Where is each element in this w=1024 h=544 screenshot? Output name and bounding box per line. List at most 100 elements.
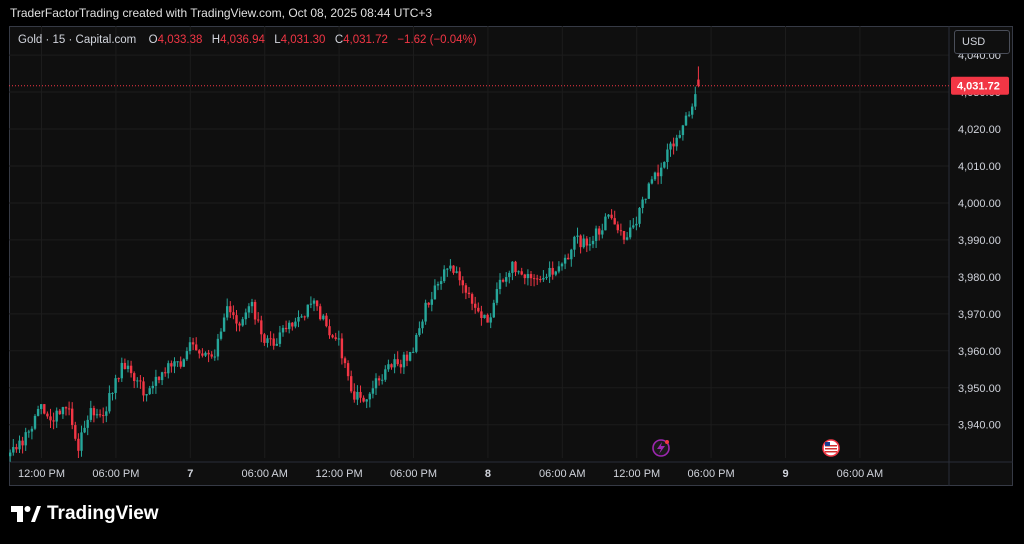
candle-body — [260, 320, 263, 335]
candle-body — [30, 428, 34, 432]
candle-body — [563, 257, 567, 264]
candle-body — [182, 359, 185, 367]
candle-body — [67, 408, 71, 410]
tradingview-logo[interactable]: TradingView — [11, 503, 159, 525]
candle-body — [616, 224, 619, 231]
candle-body — [284, 327, 288, 330]
time-tick-label: 12:00 PM — [316, 468, 363, 480]
candle-body — [102, 415, 105, 417]
ohlc-legend: Gold · 15 · Capital.com O4,033.38 H4,036… — [18, 34, 477, 46]
time-tick-label: 06:00 PM — [92, 468, 139, 480]
candle-body — [489, 317, 492, 323]
candle-body — [418, 328, 421, 335]
candle-body — [241, 319, 244, 326]
time-tick-label: 06:00 PM — [390, 468, 437, 480]
candle-body — [436, 284, 440, 286]
us-flag-event-icon[interactable] — [822, 439, 840, 457]
candle-body — [226, 306, 229, 318]
candle-body — [601, 230, 604, 235]
candle-body — [154, 376, 158, 386]
last-price-label: 4,031.72 — [957, 81, 1000, 93]
candle-body — [433, 285, 437, 300]
candle-body — [359, 391, 362, 398]
candle-body — [492, 302, 495, 318]
candle-body — [430, 299, 433, 305]
candle-body — [439, 281, 443, 285]
candle-body — [557, 266, 561, 272]
symbol-label[interactable]: Gold · 15 · Capital.com — [18, 34, 137, 46]
price-tick-label: 4,010.00 — [958, 161, 1001, 173]
candle-body — [622, 230, 626, 240]
candle-body — [117, 378, 120, 380]
candle-body — [644, 198, 647, 200]
low-label: L — [274, 34, 281, 46]
candle-body — [452, 265, 455, 273]
candle-body — [272, 338, 275, 346]
candle-body — [46, 413, 49, 417]
candle-body — [610, 214, 613, 219]
candle-body — [396, 359, 399, 365]
candle-body — [129, 365, 133, 374]
candle-body — [585, 238, 588, 246]
candle-body — [210, 354, 213, 357]
candle-body — [328, 326, 331, 336]
chart-frame[interactable] — [9, 26, 1013, 486]
candle-body — [123, 362, 127, 370]
candle-body — [74, 425, 77, 439]
candle-body — [691, 106, 694, 115]
candle-body — [390, 364, 393, 368]
candle-body — [95, 414, 99, 416]
lightning-event-icon[interactable] — [652, 439, 670, 457]
candle-body — [312, 300, 316, 304]
candle-body — [678, 135, 681, 138]
price-tick-label: 3,960.00 — [958, 346, 1001, 358]
candle-body — [532, 278, 536, 280]
candle-body — [570, 249, 573, 260]
candle-body — [36, 409, 40, 416]
price-tick-label: 4,020.00 — [958, 124, 1001, 136]
candle-body — [250, 301, 254, 307]
candle-body — [399, 364, 402, 368]
candle-body — [548, 267, 551, 277]
price-tick-label: 3,980.00 — [958, 272, 1001, 284]
candle-body — [55, 410, 58, 422]
candle-body — [694, 94, 697, 107]
candle-body — [170, 363, 173, 367]
candle-body — [517, 271, 520, 273]
candle-body — [681, 125, 685, 136]
candle-body — [486, 314, 489, 323]
candle-body — [346, 363, 350, 377]
candle-body — [269, 338, 272, 340]
candle-body — [222, 317, 226, 332]
candle-body — [619, 230, 623, 232]
candle-body — [114, 378, 117, 393]
candle-body — [551, 267, 554, 275]
candle-body — [191, 342, 195, 345]
time-tick-label: 06:00 PM — [688, 468, 735, 480]
candle-body — [505, 277, 508, 282]
candle-body — [98, 414, 102, 416]
price-chart[interactable]: 3,940.00 3,950.00 3,960.00 3,970.00 3,980.00… — [9, 26, 1013, 486]
candle-body — [393, 359, 396, 368]
open-value: 4,033.38 — [157, 34, 203, 46]
candle-body — [325, 315, 328, 327]
candle-body — [83, 427, 86, 433]
candle-body — [12, 447, 15, 453]
candle-body — [467, 292, 471, 295]
candle-body — [219, 331, 223, 339]
candle-body — [666, 149, 669, 163]
candle-body — [412, 351, 415, 353]
candle-body — [108, 393, 111, 412]
candle-body — [560, 263, 564, 267]
candle-body — [52, 420, 55, 422]
candle-body — [139, 380, 142, 382]
candle-body — [477, 307, 480, 312]
candle-body — [653, 172, 657, 180]
candle-body — [576, 235, 579, 237]
time-tick-label: 7 — [187, 468, 193, 480]
currency-button[interactable]: USD — [954, 30, 1010, 54]
candle-body — [204, 352, 207, 356]
price-tick-label: 3,970.00 — [958, 309, 1001, 321]
candle-body — [198, 350, 201, 354]
time-tick-label: 12:00 PM — [613, 468, 660, 480]
